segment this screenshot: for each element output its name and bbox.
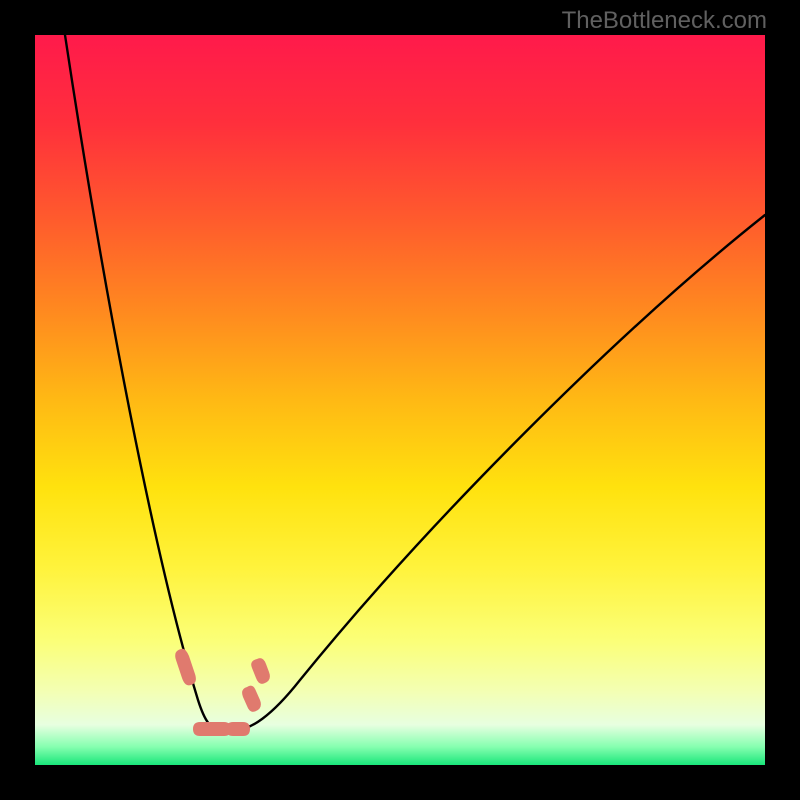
chart-canvas: TheBottleneck.com xyxy=(0,0,800,800)
plot-area xyxy=(35,35,765,765)
marker xyxy=(175,649,196,686)
marker xyxy=(251,658,270,684)
curves-layer xyxy=(0,0,800,800)
marker xyxy=(242,686,261,712)
marker xyxy=(226,722,250,736)
marker xyxy=(193,722,231,736)
watermark-text: TheBottleneck.com xyxy=(562,7,767,35)
